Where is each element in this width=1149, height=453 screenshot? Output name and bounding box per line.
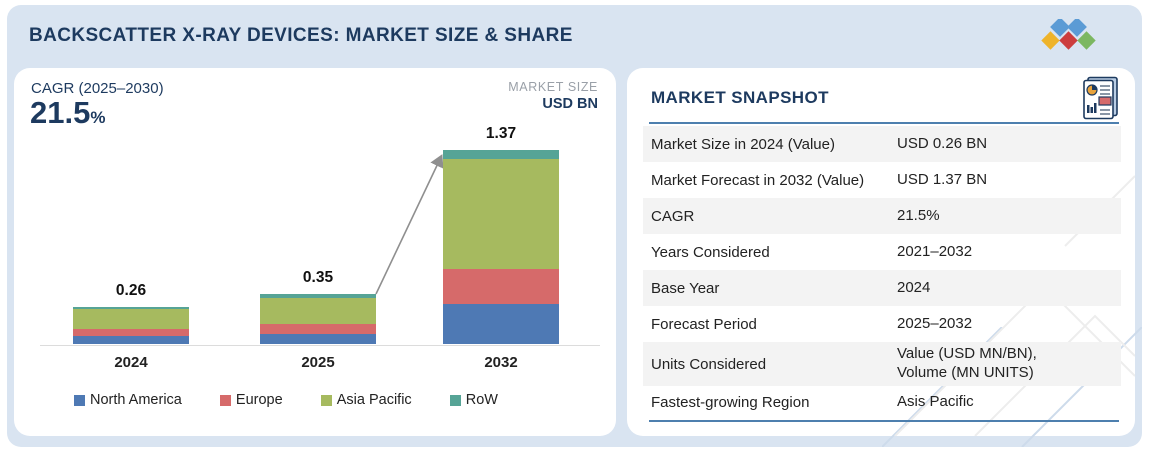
snapshot-row-label: Fastest-growing Region [651,393,810,411]
infographic-card: BACKSCATTER X-RAY DEVICES: MARKET SIZE &… [7,5,1142,447]
market-snapshot-panel: MARKET SNAPSHOT Market Size in 2024 (Val… [627,68,1135,436]
snapshot-row-value: 2024 [897,278,931,296]
snapshot-row: Forecast Period 2025–2032 [643,306,1121,342]
snapshot-footer-rule [649,420,1119,422]
snapshot-row-label: Market Forecast in 2032 (Value) [651,171,865,189]
bar-segment-asia-pacific-2032 [443,159,559,269]
bar-chart: 0.26 2024 0.35 2025 1.37 2032 [14,68,616,436]
snapshot-row-label: Units Considered [651,355,767,373]
snapshot-row-value: USD 1.37 BN [897,170,988,188]
legend-swatch-icon [219,394,231,406]
bar-segment-north-america-2032 [443,304,559,344]
snapshot-row-value: Value (USD MN/BN), Volume (MN UNITS) [897,345,1037,381]
bar-2032: 1.37 [443,125,559,344]
bar-segment-row-2032 [443,149,559,160]
chart-legend: North America Europe Asia Pacific RoW [74,392,498,408]
snapshot-row: Fastest-growing Region Asis Pacific [643,386,1121,418]
bar-total-label-2025: 0.35 [302,269,334,287]
snapshot-row-label: Base Year [651,279,720,297]
bar-segment-north-america-2025 [260,334,376,344]
page-title: BACKSCATTER X-RAY DEVICES: MARKET SIZE &… [29,25,573,46]
bar-segment-asia-pacific-2024 [73,309,189,330]
snapshot-row: CAGR 21.5% [643,198,1121,234]
legend-swatch-icon [449,394,461,406]
snapshot-header-rule [649,122,1119,124]
snapshot-row-value: 2021–2032 [897,242,973,260]
snapshot-row-value: Asis Pacific [897,392,974,410]
bar-segment-row-2025 [260,294,376,298]
brand-logo-icon [1041,19,1096,50]
snapshot-title: MARKET SNAPSHOT [651,88,829,107]
snapshot-row-value: 21.5% [897,206,940,224]
bar-segment-asia-pacific-2025 [260,297,376,325]
market-size-unit: USD BN [542,96,598,112]
x-axis-line [40,345,600,346]
bar-2025: 0.35 [260,269,376,344]
snapshot-row: Units Considered Value (USD MN/BN), Volum… [643,342,1121,386]
bar-total-label-2032: 1.37 [485,124,517,142]
snapshot-row-value: 2025–2032 [897,314,973,332]
legend-swatch-icon [74,394,85,406]
cagr-value: 21.5% [30,95,106,130]
bar-segment-europe-2025 [260,324,376,335]
snapshot-row: Market Size in 2024 (Value) USD 0.26 BN [643,126,1121,162]
market-size-label: MARKET SIZE [508,80,598,94]
bar-segment-north-america-2024 [73,336,189,344]
bar-total-label-2024: 0.26 [115,282,147,300]
snapshot-row-label: Forecast Period [651,315,757,333]
snapshot-row: Market Forecast in 2032 (Value) USD 1.37 … [643,162,1121,198]
x-axis-label-2025: 2025 [301,354,335,371]
legend-swatch-icon [320,394,332,406]
snapshot-row-value: USD 0.26 BN [897,134,988,152]
legend-label: Europe [235,392,283,408]
snapshot-row-label: Years Considered [651,243,770,261]
legend-label: North America [90,392,182,408]
legend-item-asia-pacific: Asia Pacific [320,392,412,408]
bar-segment-europe-2032 [443,268,559,305]
legend-item-europe: Europe [219,392,283,408]
snapshot-row-label: CAGR [651,207,695,225]
bar-segment-row-2024 [73,307,189,310]
legend-label: Asia Pacific [336,392,412,408]
report-document-icon [1083,76,1118,120]
snapshot-table: Market Size in 2024 (Value) USD 0.26 BN Ma… [643,126,1121,418]
bar-2024: 0.26 [73,282,189,344]
cagr-label: CAGR (2025–2030) [31,80,164,97]
snapshot-row: Base Year 2024 [643,270,1121,306]
legend-label: RoW [465,392,498,408]
bar-segment-europe-2024 [73,329,189,337]
snapshot-row-label: Market Size in 2024 (Value) [651,135,835,153]
market-size-chart-panel: CAGR (2025–2030) 21.5% MARKET SIZE USD B… [14,68,616,436]
market-size-unit-block: MARKET SIZE USD BN [508,80,598,112]
x-axis-label-2032: 2032 [484,354,518,371]
legend-item-row: RoW [449,392,498,408]
x-axis-label-2024: 2024 [114,354,148,371]
legend-item-north-america: North America [74,392,182,408]
snapshot-row: Years Considered 2021–2032 [643,234,1121,270]
percent-sign: % [90,108,106,127]
